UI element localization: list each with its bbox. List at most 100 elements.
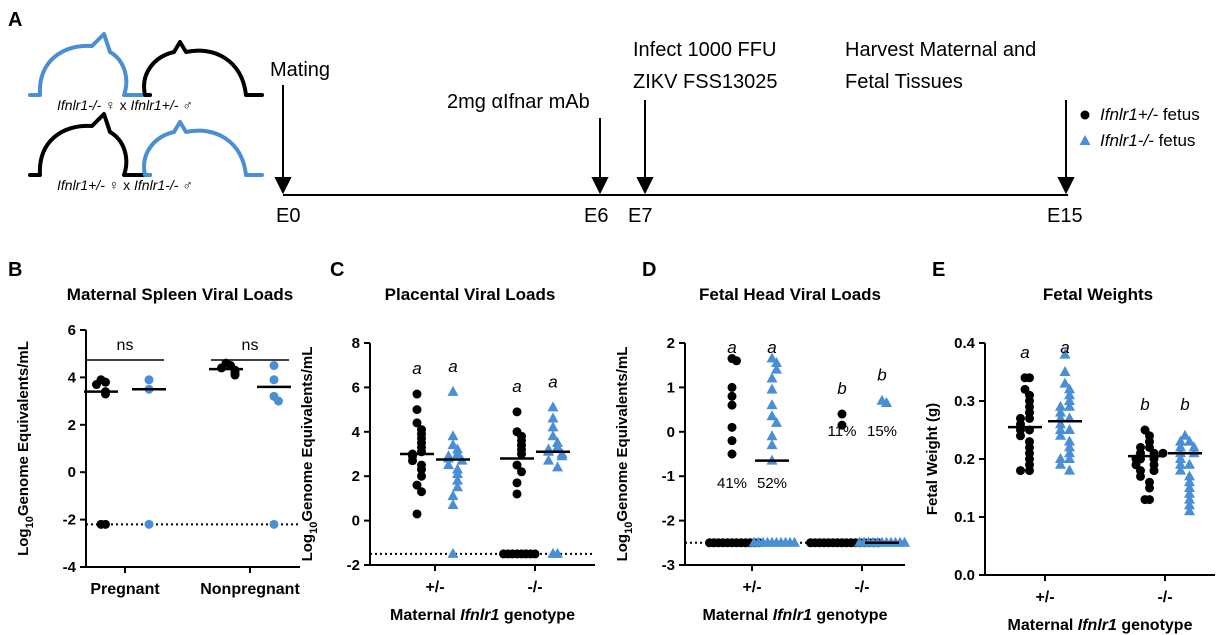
point — [1055, 458, 1066, 469]
x-axis-label: Maternal Ifnlr1 genotype — [390, 607, 575, 624]
panel-label: E — [932, 259, 945, 281]
y-axis-label-part: Genome Equivalents/mL — [299, 347, 316, 522]
legend-label-part: fetus — [1158, 105, 1200, 124]
y-tick-label: 0.0 — [954, 567, 975, 584]
y-tick-label: 0.4 — [954, 335, 976, 352]
x-tick-label: +/- — [425, 579, 444, 596]
point — [412, 480, 422, 490]
detection-percent: 15% — [867, 423, 897, 440]
y-axis-label-part: Genome Equivalents/mL — [614, 347, 631, 522]
point — [452, 474, 463, 485]
significance-letter: b — [837, 379, 846, 398]
point — [447, 547, 459, 558]
y-tick-label: 0 — [352, 513, 360, 530]
point — [727, 400, 737, 410]
x-axis-label-part: Maternal — [390, 607, 460, 624]
point — [512, 407, 522, 417]
y-tick-label: 2 — [352, 468, 360, 485]
comparison-label: ns — [117, 337, 134, 354]
point — [1136, 471, 1145, 481]
x-tick-label: Nonpregnant — [200, 581, 300, 598]
event-label: 2mg αIfnar mAb — [447, 91, 590, 113]
y-tick-label: 0.1 — [954, 509, 975, 526]
point — [417, 465, 426, 475]
point — [727, 449, 737, 459]
panel-label: B — [8, 259, 22, 281]
point — [766, 439, 778, 450]
significance-letter: a — [727, 338, 736, 357]
point — [1175, 458, 1186, 469]
event-day: E7 — [628, 205, 652, 227]
x-tick-label: -/- — [527, 579, 542, 596]
point — [1025, 413, 1034, 423]
point — [499, 549, 508, 559]
point — [1025, 373, 1034, 383]
x-tick-label: +/- — [1035, 589, 1054, 606]
point — [1064, 383, 1075, 394]
point — [447, 439, 459, 450]
mouse — [28, 112, 152, 177]
y-tick-label: 2 — [68, 417, 76, 434]
y-tick-label: 6 — [68, 322, 76, 339]
point — [1188, 441, 1200, 452]
point — [512, 478, 522, 488]
y-tick-label: 0 — [667, 424, 675, 441]
point — [512, 489, 522, 499]
point — [552, 461, 563, 472]
y-tick-label: 2 — [667, 335, 675, 352]
significance-letter: a — [1020, 343, 1029, 362]
point — [766, 430, 778, 441]
point — [417, 487, 426, 497]
point — [1175, 441, 1186, 452]
point — [1055, 453, 1066, 463]
point — [899, 536, 910, 547]
mating-label-part: Ifnlr1+/- — [131, 97, 179, 113]
panel-label: D — [642, 259, 656, 281]
x-axis-label: Maternal Ifnlr1 genotype — [703, 607, 888, 624]
point — [517, 449, 526, 459]
point — [269, 375, 279, 385]
point — [1064, 447, 1075, 458]
point — [727, 391, 737, 401]
point — [1059, 366, 1071, 376]
y-tick-label: 4 — [68, 369, 77, 386]
point — [1055, 418, 1066, 429]
point — [1184, 505, 1195, 516]
chart-title: Fetal Head Viral Loads — [699, 285, 881, 304]
point — [452, 481, 463, 492]
point — [452, 467, 463, 478]
point — [1149, 466, 1159, 476]
event-label: ZIKV FSS13025 — [633, 71, 778, 93]
significance-letter: a — [548, 372, 557, 391]
point — [144, 519, 154, 529]
point — [766, 352, 778, 363]
significance-letter: b — [877, 366, 886, 385]
point — [101, 519, 110, 529]
x-axis-label-part: Maternal — [1008, 617, 1078, 634]
point — [547, 421, 559, 432]
point — [412, 509, 422, 519]
point — [1016, 466, 1025, 476]
comparison-label: ns — [242, 337, 259, 354]
mouse — [142, 120, 264, 177]
event-day: E0 — [276, 205, 300, 227]
x-tick-label: -/- — [854, 579, 869, 596]
y-tick-label: -1 — [662, 468, 675, 485]
mouse — [142, 40, 264, 97]
panel-label: A — [8, 9, 22, 31]
point — [408, 456, 417, 466]
point — [552, 547, 563, 558]
point — [727, 436, 737, 446]
chart-title: Placental Viral Loads — [385, 285, 556, 304]
y-tick-label: -3 — [662, 557, 675, 574]
point — [547, 401, 559, 412]
point — [771, 416, 782, 427]
point — [1055, 429, 1066, 440]
point — [447, 385, 459, 396]
significance-letter: a — [767, 338, 776, 357]
point — [547, 412, 559, 423]
point — [1184, 487, 1195, 498]
significance-letter: a — [412, 359, 421, 378]
